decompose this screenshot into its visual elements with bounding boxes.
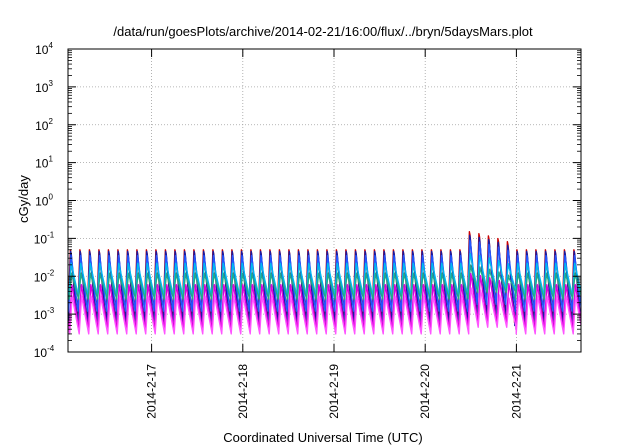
- x-tick-label: 2014-2-18: [236, 364, 250, 419]
- y-tick-label: 103: [35, 79, 53, 95]
- x-axis: 2014-2-17 2014-2-18 2014-2-19 2014-2-20 2014…: [145, 49, 523, 419]
- y-tick-label: 104: [35, 41, 53, 57]
- y-tick-label: 10-1: [34, 230, 55, 246]
- y-tick-label: 10-4: [34, 344, 55, 360]
- series-line-6: [68, 287, 581, 335]
- series-line-1: [68, 234, 581, 327]
- x-axis-label: Coordinated Universal Time (UTC): [223, 430, 422, 445]
- series-line-4: [68, 264, 581, 300]
- series-line-3: [68, 252, 581, 297]
- x-tick-label: 2014-2-17: [145, 364, 159, 419]
- y-tick-label: 102: [35, 117, 53, 133]
- x-tick-label: 2014-2-21: [509, 364, 523, 419]
- series-line-5: [68, 272, 581, 330]
- y-axis-label: cGy/day: [16, 175, 31, 223]
- y-axis: 10-4 10-3 10-2 10-1 100 101 102 103 104: [34, 41, 581, 360]
- y-tick-label: 10-3: [34, 306, 55, 322]
- x-tick-label: 2014-2-19: [327, 364, 341, 419]
- y-tick-label: 10-2: [34, 268, 55, 284]
- y-tick-label: 100: [35, 193, 53, 209]
- chart-title: /data/run/goesPlots/archive/2014-02-21/1…: [113, 24, 533, 39]
- y-tick-label: 101: [35, 155, 53, 171]
- plot-area: [68, 231, 581, 335]
- x-tick-label: 2014-2-20: [418, 364, 432, 419]
